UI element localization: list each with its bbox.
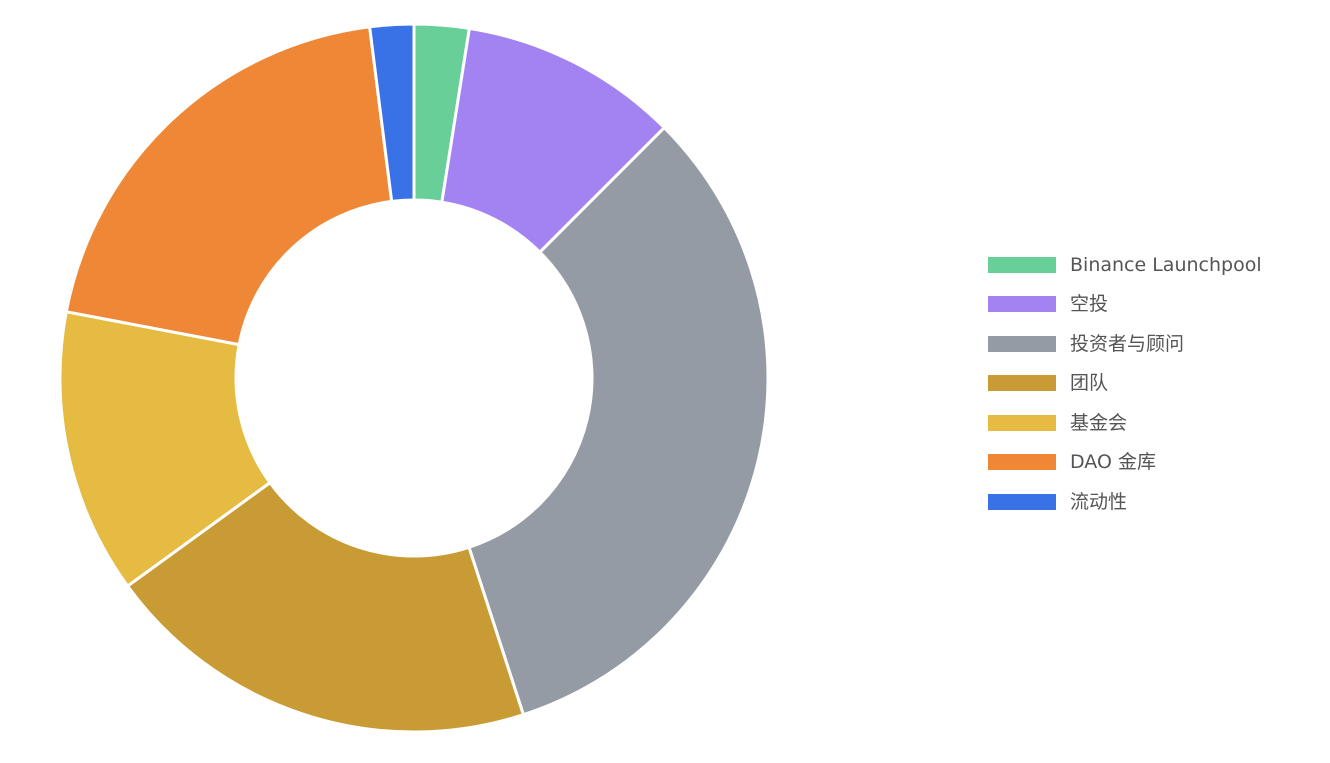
donut-slice-投资者与顾问[interactable] bbox=[467, 125, 770, 717]
legend-label: 空投 bbox=[1070, 293, 1109, 316]
legend-item-dao-treasury[interactable]: DAO 金库 bbox=[988, 443, 1262, 483]
legend-item-team[interactable]: 团队 bbox=[988, 364, 1262, 404]
legend-swatch bbox=[988, 375, 1056, 392]
donut-slice-基金会[interactable] bbox=[58, 309, 273, 589]
legend-swatch bbox=[988, 256, 1056, 273]
legend-item-investors-advisors[interactable]: 投资者与顾问 bbox=[988, 324, 1262, 364]
legend-label: 投资者与顾问 bbox=[1070, 332, 1185, 355]
legend-swatch bbox=[988, 296, 1056, 313]
legend-label: 流动性 bbox=[1070, 490, 1128, 513]
legend-item-foundation[interactable]: 基金会 bbox=[988, 403, 1262, 443]
legend-label: 基金会 bbox=[1070, 411, 1128, 434]
chart-legend: Binance Launchpool 空投 投资者与顾问 团队 基金会 DAO … bbox=[988, 245, 1262, 522]
donut-slice-dao-金库[interactable] bbox=[64, 25, 394, 347]
legend-label: DAO 金库 bbox=[1070, 451, 1156, 474]
donut-slice-团队[interactable] bbox=[125, 480, 526, 734]
legend-label: 团队 bbox=[1070, 372, 1109, 395]
legend-swatch bbox=[988, 493, 1056, 510]
legend-swatch bbox=[988, 454, 1056, 471]
legend-swatch bbox=[988, 335, 1056, 352]
legend-item-airdrop[interactable]: 空投 bbox=[988, 285, 1262, 325]
legend-swatch bbox=[988, 414, 1056, 431]
legend-label: Binance Launchpool bbox=[1070, 253, 1262, 276]
legend-item-binance-launchpool[interactable]: Binance Launchpool bbox=[988, 245, 1262, 285]
legend-item-liquidity[interactable]: 流动性 bbox=[988, 482, 1262, 522]
donut-slices bbox=[58, 22, 770, 734]
donut-slice-流动性[interactable] bbox=[367, 22, 416, 204]
